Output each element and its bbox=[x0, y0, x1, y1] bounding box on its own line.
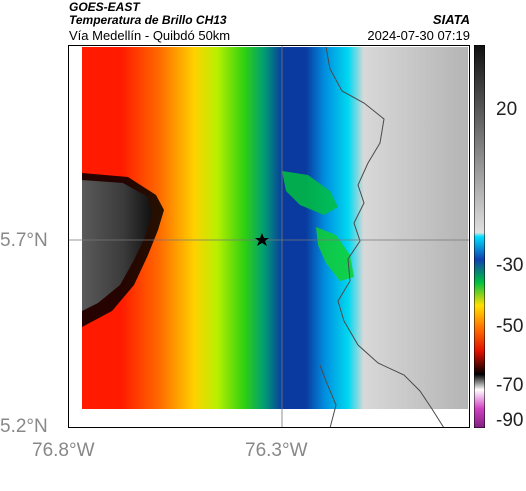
location-star-marker bbox=[255, 233, 269, 246]
longitude-tick: 76.3°W bbox=[245, 440, 308, 461]
colorbar-tick: 20 bbox=[496, 99, 518, 120]
latitude-tick: 5.7°N bbox=[0, 230, 48, 251]
convective-cell-2 bbox=[316, 227, 354, 281]
colorbar-tick: -30 bbox=[496, 255, 524, 276]
map-frame bbox=[68, 45, 470, 428]
colorbar bbox=[474, 45, 485, 428]
brightness-temperature-map bbox=[68, 45, 470, 428]
colorbar-tick: -50 bbox=[496, 316, 524, 337]
coastline-border bbox=[325, 46, 445, 428]
cloud-top-core bbox=[82, 180, 152, 311]
region-subtitle: Vía Medellín - Quibdó 50km bbox=[69, 28, 231, 43]
colorbar-tick: -70 bbox=[496, 375, 524, 396]
brand-label: SIATA bbox=[432, 12, 470, 27]
colorbar-tick: -90 bbox=[496, 410, 524, 431]
convective-cell-1 bbox=[282, 171, 338, 215]
satellite-title: GOES-EAST bbox=[69, 0, 140, 14]
product-title: Temperatura de Brillo CH13 bbox=[69, 13, 227, 27]
inland-border bbox=[319, 364, 337, 428]
colorbar-fill bbox=[474, 45, 485, 428]
datetime-label: 2024-07-30 07:19 bbox=[367, 28, 470, 43]
latitude-tick: 5.2°N bbox=[0, 416, 48, 437]
longitude-tick: 76.8°W bbox=[32, 440, 95, 461]
